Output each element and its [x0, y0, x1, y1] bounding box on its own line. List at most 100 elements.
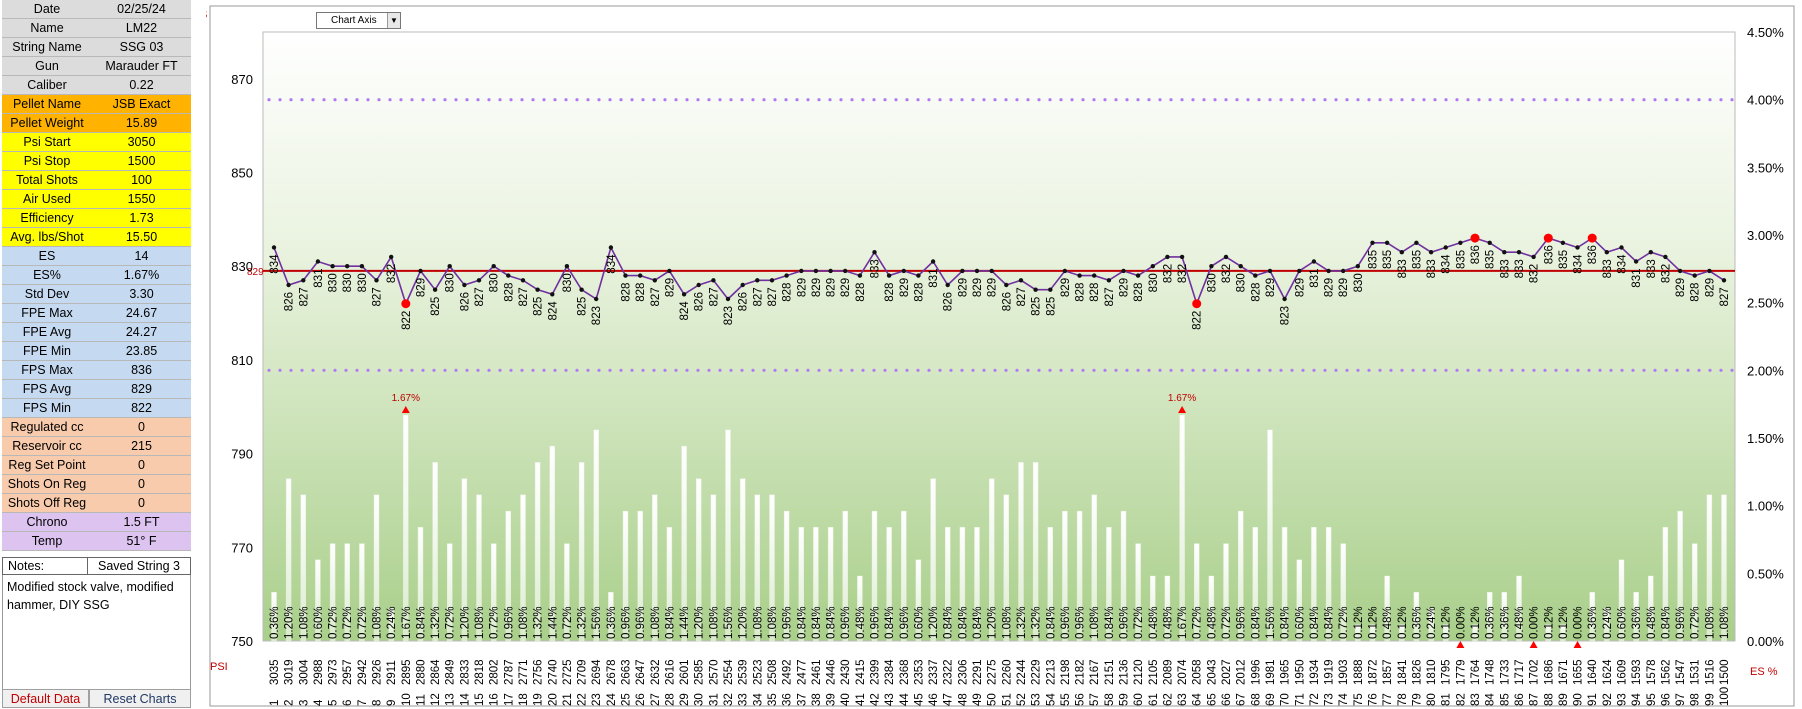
es-bar — [915, 559, 922, 642]
lower-limit-dot — [1037, 368, 1041, 372]
stat-value[interactable]: 1500 — [127, 154, 156, 168]
shot-number-label: 1 — [269, 700, 281, 706]
psi-tick-label: 1624 — [1602, 659, 1614, 685]
psi-tick-label: 3004 — [298, 659, 310, 685]
fps-point — [667, 268, 672, 274]
stat-value[interactable]: Marauder FT — [105, 59, 178, 73]
fps-point — [1121, 268, 1126, 274]
stat-value[interactable]: JSB Exact — [112, 97, 171, 111]
shot-number-label: 27 — [650, 693, 662, 706]
es-pct-label: 0.96% — [503, 606, 515, 639]
stat-value[interactable]: 3.30 — [129, 287, 154, 301]
stat-value[interactable]: 14 — [134, 249, 149, 263]
stat-value[interactable]: 1.73 — [129, 211, 154, 225]
stat-label: Regulated cc — [10, 420, 84, 434]
stat-value[interactable]: 0 — [138, 420, 145, 434]
es-bar — [1428, 608, 1434, 642]
lower-limit-dot — [1092, 368, 1096, 372]
stat-value[interactable]: LM22 — [125, 21, 158, 35]
stat-value[interactable]: 23.85 — [125, 344, 158, 358]
stat-value[interactable]: 1550 — [127, 192, 156, 206]
fps-value-label: 836 — [1470, 245, 1482, 264]
psi-tick-label: 2787 — [503, 659, 515, 685]
reset-charts-button[interactable]: Reset Charts — [89, 689, 191, 708]
stat-value[interactable]: 836 — [131, 363, 152, 377]
stat-value[interactable]: SSG 03 — [119, 40, 164, 54]
lower-limit-dot — [355, 368, 359, 372]
shot-number-label: 93 — [1617, 693, 1629, 706]
chart-axis-select[interactable]: Chart Axis ▼ — [316, 12, 401, 29]
shot-number-label: 80 — [1426, 693, 1438, 706]
es-pct-label: 0.96% — [1075, 606, 1087, 639]
shot-number-label: 57 — [1089, 693, 1101, 706]
stat-value[interactable]: 100 — [131, 173, 152, 187]
stat-value[interactable]: 3050 — [127, 135, 156, 149]
es-pct-tick-label: 4.00% — [1747, 93, 1784, 108]
stat-value[interactable]: 0 — [138, 477, 145, 491]
shot-number-label: 53 — [1031, 693, 1043, 706]
fps-value-label: 829 — [1324, 278, 1336, 297]
stat-value[interactable]: 51° F — [126, 534, 157, 548]
stat-value[interactable]: 215 — [131, 439, 152, 453]
max-es-annotation: 1.67% — [1168, 393, 1196, 404]
es-pct-label: 0.00% — [1573, 606, 1585, 639]
fps-point — [1223, 254, 1229, 260]
fps-value-label: 829 — [1704, 278, 1716, 297]
lower-limit-dot — [1136, 368, 1140, 372]
fps-point — [1692, 273, 1697, 278]
stat-value[interactable]: 15.89 — [125, 116, 158, 130]
stat-value[interactable]: 0 — [138, 458, 145, 472]
lower-limit-dot — [1191, 368, 1195, 372]
psi-tick-label: 2105 — [1148, 659, 1160, 685]
upper-limit-dot — [685, 98, 689, 102]
es-bar — [740, 478, 746, 642]
es-pct-label: 0.36% — [269, 606, 281, 639]
lower-limit-dot — [927, 368, 931, 372]
notes-text[interactable]: Modified stock valve, modified hammer, D… — [2, 575, 191, 689]
psi-tick-label: 2415 — [855, 659, 867, 685]
stat-value[interactable]: 1.5 FT — [123, 515, 160, 529]
es-bar — [754, 494, 760, 642]
psi-tick-label: 2709 — [577, 659, 589, 685]
stat-value[interactable]: 24.67 — [125, 306, 158, 320]
upper-limit-dot — [575, 98, 579, 102]
stat-value[interactable]: 0.22 — [129, 78, 154, 92]
stat-value[interactable]: 1.67% — [123, 268, 160, 282]
stat-label: Date — [33, 2, 61, 16]
fps-point — [1238, 264, 1243, 269]
stat-value[interactable]: 0 — [138, 496, 145, 510]
fps-point — [1018, 278, 1024, 283]
upper-limit-dot — [1367, 98, 1371, 102]
default-data-button[interactable]: Default Data — [2, 689, 89, 708]
lower-limit-dot — [608, 368, 612, 372]
upper-limit-dot — [740, 98, 744, 102]
fps-point — [1516, 250, 1522, 255]
upper-limit-dot — [1444, 98, 1448, 102]
psi-tick-label: 2570 — [708, 659, 720, 685]
stat-value[interactable]: 24.27 — [125, 325, 158, 339]
shot-number-label: 68 — [1250, 693, 1262, 706]
lower-limit-dot — [597, 368, 601, 372]
stat-row-pellet-name: Pellet Name JSB Exact — [2, 95, 191, 114]
stat-label: ES — [38, 249, 56, 263]
shot-number-label: 85 — [1499, 693, 1511, 706]
psi-tick-label: 2120 — [1133, 659, 1145, 685]
fps-value-label: 829 — [840, 278, 852, 297]
stat-value[interactable]: 829 — [131, 382, 152, 396]
upper-limit-dot — [1235, 98, 1239, 102]
es-bar — [608, 592, 614, 642]
stat-value[interactable]: 02/25/24 — [117, 2, 166, 16]
fps-value-label: 835 — [1411, 250, 1423, 269]
stat-row-es: ES 14 — [2, 247, 191, 266]
es-pct-label: 0.96% — [621, 606, 633, 639]
upper-limit-dot — [784, 98, 788, 102]
es-bar — [359, 543, 365, 642]
es-pct-label: 0.60% — [913, 606, 925, 639]
chevron-down-icon[interactable]: ▼ — [387, 13, 400, 28]
es-pct-label: 0.72% — [342, 606, 354, 639]
upper-limit-dot — [1543, 98, 1547, 102]
upper-limit-dot — [1147, 98, 1151, 102]
notes-string-name[interactable]: Saved String 3 — [88, 557, 191, 575]
stat-value[interactable]: 15.50 — [125, 230, 158, 244]
stat-value[interactable]: 822 — [131, 401, 152, 415]
